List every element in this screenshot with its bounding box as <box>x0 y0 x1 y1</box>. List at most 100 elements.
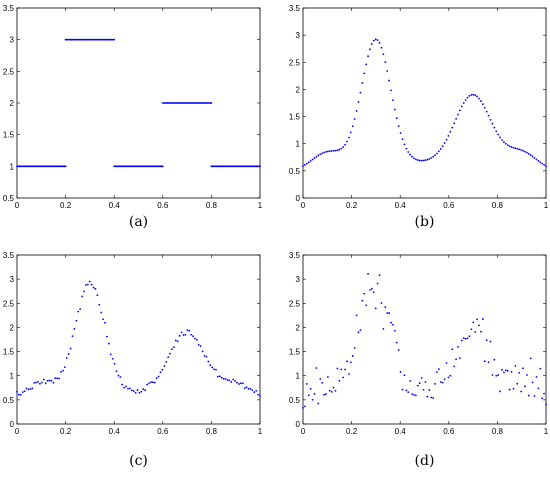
data-point <box>512 146 515 149</box>
data-point <box>395 117 398 120</box>
data-point <box>71 335 74 338</box>
data-point <box>520 390 523 393</box>
data-point <box>414 158 417 161</box>
data-point <box>153 381 156 384</box>
data-point <box>224 377 227 380</box>
data-point <box>346 140 348 143</box>
data-point <box>348 373 350 375</box>
data-point <box>480 330 482 333</box>
data-point <box>127 387 129 390</box>
data-point <box>432 155 435 158</box>
x-tick-label: 0.6 <box>157 201 169 210</box>
data-point <box>497 133 500 136</box>
data-point <box>441 381 444 384</box>
data-point <box>382 53 385 56</box>
data-point <box>533 156 536 159</box>
data-point <box>326 376 329 378</box>
data-point <box>369 48 371 51</box>
data-point <box>393 329 396 332</box>
data-point <box>527 394 530 397</box>
data-point <box>434 382 436 385</box>
data-point <box>207 360 210 363</box>
data-point <box>245 386 248 389</box>
data-point <box>259 394 261 397</box>
data-point <box>457 345 459 348</box>
data-point <box>115 370 118 373</box>
data-point <box>119 376 122 379</box>
data-point <box>489 340 492 343</box>
data-point <box>353 118 356 120</box>
x-tick-label: 0.8 <box>492 427 504 436</box>
data-point <box>18 393 20 396</box>
data-point <box>58 377 60 380</box>
data-point <box>522 367 524 370</box>
data-point <box>307 394 310 397</box>
data-point <box>522 149 524 152</box>
data-point <box>37 380 39 383</box>
data-point <box>510 371 513 373</box>
x-tick-label: 0 <box>301 201 306 210</box>
data-point <box>313 157 316 159</box>
x-tick-label: 1 <box>544 427 549 436</box>
data-point <box>84 284 87 286</box>
data-point <box>317 402 320 405</box>
data-point <box>67 353 70 355</box>
data-point <box>485 110 488 113</box>
data-point <box>537 387 540 390</box>
x-tick-label: 0 <box>301 427 306 436</box>
data-point <box>483 106 486 109</box>
data-point <box>493 358 496 361</box>
data-point <box>48 379 51 382</box>
data-point <box>432 397 435 399</box>
data-point <box>88 280 91 283</box>
data-point <box>123 386 126 389</box>
data-point <box>35 381 38 384</box>
data-point <box>407 391 410 394</box>
data-point <box>134 391 137 394</box>
data-point <box>44 382 47 385</box>
data-point <box>393 108 396 111</box>
data-point <box>194 337 196 340</box>
data-point <box>100 311 103 314</box>
y-tick-label: 2.5 <box>3 299 15 308</box>
x-tick-label: 0 <box>15 427 20 436</box>
data-point <box>476 318 479 321</box>
data-point <box>349 131 352 134</box>
data-point <box>516 382 519 385</box>
data-point <box>79 308 82 310</box>
data-point <box>215 368 217 371</box>
data-point <box>365 63 368 66</box>
data-point <box>159 371 162 374</box>
data-point <box>539 367 542 370</box>
data-point <box>535 158 538 161</box>
data-point <box>382 328 385 330</box>
data-point <box>220 376 223 379</box>
data-point <box>117 374 120 377</box>
data-point <box>251 389 254 392</box>
data-point <box>455 117 457 120</box>
chart-panel-2: 0 0.2 0.4 0.6 0.8 1 0 0.5 1 1.5 2 2.5 3 3.5 (b) <box>289 4 549 230</box>
data-point <box>476 95 479 98</box>
data-point <box>487 361 490 364</box>
data-point <box>325 393 327 395</box>
panel-label: (d) <box>415 453 435 469</box>
data-point <box>378 274 381 277</box>
data-point <box>40 381 43 384</box>
y-tick-label: 2 <box>296 85 301 94</box>
data-point <box>491 374 494 376</box>
data-point <box>458 357 461 360</box>
y-tick-label: 0.5 <box>289 167 301 176</box>
data-point <box>182 334 185 336</box>
data-point <box>426 395 429 398</box>
chart-panel-4: 0 0.2 0.4 0.6 0.8 1 0 0.5 1 1.5 2 2.5 3 3.5 (d) <box>289 251 549 469</box>
data-point <box>518 371 521 374</box>
data-point <box>46 379 49 382</box>
data-point <box>474 330 477 333</box>
y-tick-label: 0.5 <box>3 194 15 203</box>
data-point <box>83 290 85 293</box>
data-point <box>255 389 258 392</box>
data-point <box>161 165 164 168</box>
data-point <box>102 318 105 321</box>
data-point <box>325 150 327 153</box>
